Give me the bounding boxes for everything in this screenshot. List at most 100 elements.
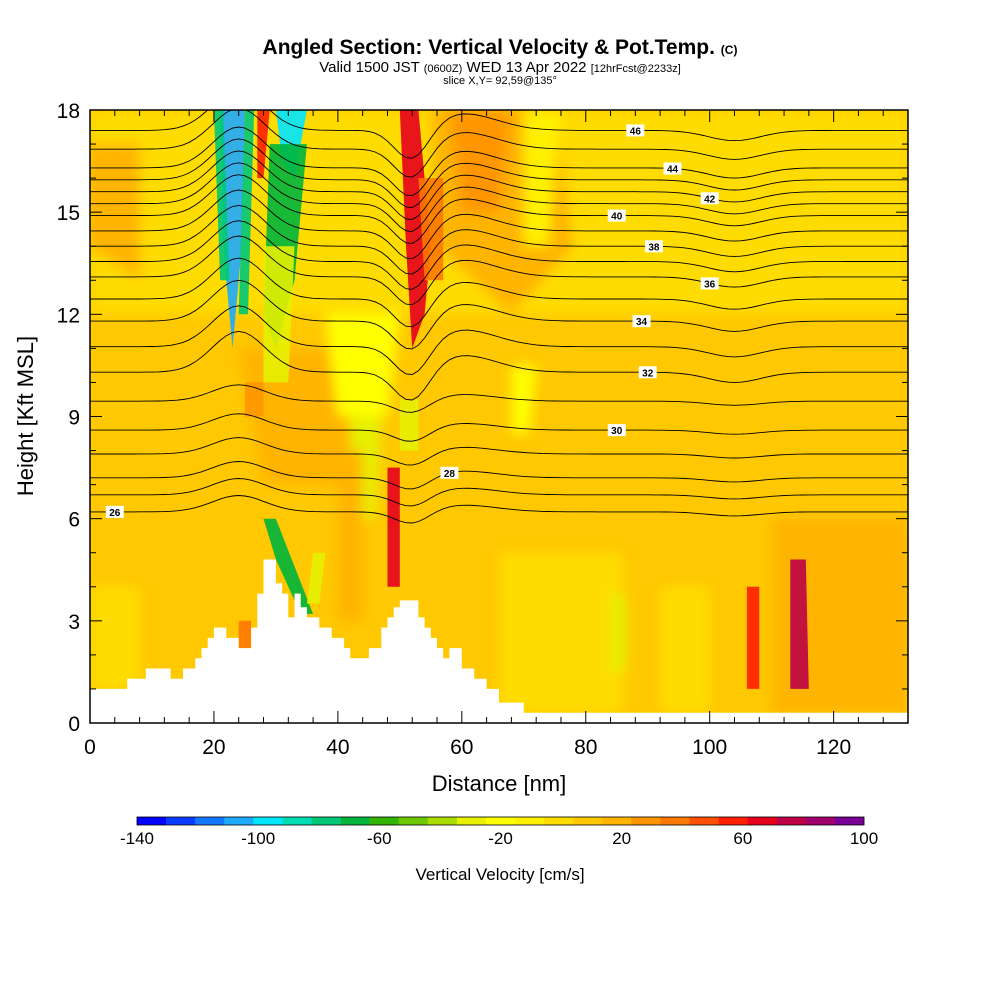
colorbar-tick-label: -140 bbox=[120, 829, 154, 848]
colorbar-tick-label: 20 bbox=[612, 829, 631, 848]
velocity-field: 26 28 30 32 34 36 38 40 42 44 46 bbox=[90, 110, 908, 723]
theta-contour-minor bbox=[90, 478, 908, 507]
contour-label-text: 44 bbox=[667, 165, 679, 176]
y-tick-label: 3 bbox=[68, 611, 80, 634]
y-axis-title: Height [Kft MSL] bbox=[13, 336, 38, 496]
colorbar-swatch bbox=[137, 817, 167, 825]
theta-contour-minor bbox=[90, 189, 908, 260]
theta-contour-minor bbox=[90, 305, 908, 375]
chart-subtitle: Valid 1500 JST (0600Z) WED 13 Apr 2022 [… bbox=[0, 59, 1000, 78]
slice-info: slice X,Y= 92,59@135° bbox=[443, 75, 557, 87]
valid-utc: (0600Z) bbox=[423, 63, 463, 75]
colorbar-swatch bbox=[340, 817, 370, 825]
colorbar-swatch bbox=[427, 817, 458, 825]
y-tick-label: 0 bbox=[68, 713, 80, 736]
colorbar-swatch bbox=[602, 817, 632, 825]
theta-contour-minor bbox=[90, 162, 908, 232]
contour-label: 46 bbox=[626, 124, 645, 137]
contour-label-text: 38 bbox=[648, 242, 660, 253]
forecast-info: [12hrFcst@2233z] bbox=[590, 63, 681, 75]
theta-contour bbox=[90, 330, 908, 401]
contour-label: 34 bbox=[632, 315, 651, 328]
colorbar-swatch bbox=[253, 817, 283, 825]
velocity-plume bbox=[213, 110, 230, 281]
theta-contour bbox=[90, 495, 908, 524]
colorbar-swatch bbox=[631, 817, 661, 825]
velocity-plume bbox=[387, 467, 400, 587]
contour-label: 42 bbox=[700, 192, 719, 205]
y-tick-label: 18 bbox=[57, 100, 80, 123]
contour-label-bg bbox=[638, 366, 657, 379]
colorbar-swatch bbox=[747, 817, 778, 825]
contour-label-bg bbox=[632, 315, 651, 328]
colorbar-swatch bbox=[369, 817, 400, 825]
colorbar-tick-label: -100 bbox=[241, 829, 275, 848]
contour-label-bg bbox=[105, 505, 124, 518]
theta-contour bbox=[90, 126, 908, 197]
theta-contour bbox=[90, 235, 908, 306]
contour-label-text: 26 bbox=[109, 508, 121, 519]
colorbar-swatch bbox=[398, 817, 429, 825]
theta-contour-minor bbox=[90, 437, 908, 466]
y-tick-label: 12 bbox=[57, 304, 80, 327]
contour-label-text: 28 bbox=[444, 469, 456, 480]
valid-prefix: Valid 1500 JST bbox=[319, 59, 420, 76]
colorbar-swatch bbox=[718, 817, 748, 825]
velocity-region bbox=[660, 586, 710, 713]
contour-label-text: 30 bbox=[611, 426, 623, 437]
colorbar-swatch bbox=[544, 817, 574, 825]
theta-contour bbox=[90, 204, 908, 275]
contour-label-text: 32 bbox=[642, 368, 654, 379]
velocity-region bbox=[610, 593, 626, 672]
y-tick-label: 9 bbox=[68, 407, 80, 430]
velocity-region bbox=[90, 586, 140, 689]
velocity-plume bbox=[399, 399, 419, 451]
theta-contour bbox=[90, 150, 908, 220]
colorbar-tick-label: 100 bbox=[850, 829, 878, 848]
colorbar-labels: -140 -100 -60 -20 20 60 100 bbox=[120, 829, 878, 848]
contour-label-bg bbox=[644, 240, 663, 253]
contour-label-bg bbox=[700, 192, 719, 205]
x-tick-label: 100 bbox=[692, 736, 727, 759]
colorbar-tick-label: -60 bbox=[367, 829, 392, 848]
theta-contour bbox=[90, 174, 908, 244]
velocity-plume bbox=[257, 110, 270, 179]
contour-label-text: 40 bbox=[611, 212, 623, 223]
contour-label: 26 bbox=[105, 505, 124, 519]
colorbar-swatch bbox=[805, 817, 836, 825]
colorbar-frame bbox=[136, 816, 865, 826]
theta-contour-minor bbox=[90, 220, 908, 290]
contour-label-bg bbox=[440, 466, 459, 479]
colorbar-swatch bbox=[195, 817, 225, 825]
colorbar-swatch bbox=[282, 817, 312, 825]
theta-contour-minor bbox=[90, 257, 908, 328]
contour-label-text: 46 bbox=[630, 126, 642, 137]
x-tick-label: 40 bbox=[326, 736, 349, 759]
y-tick-label: 6 bbox=[68, 509, 80, 532]
colorbar-tick-label: 60 bbox=[733, 829, 752, 848]
velocity-plume bbox=[263, 518, 314, 614]
colorbar-swatch bbox=[834, 817, 865, 825]
velocity-plume bbox=[746, 586, 760, 689]
theta-contour bbox=[90, 279, 908, 350]
x-axis-title: Distance [nm] bbox=[432, 771, 567, 796]
contour-label-bg bbox=[700, 277, 719, 290]
velocity-region bbox=[325, 314, 400, 417]
theta-contour-minor bbox=[90, 384, 908, 413]
title-unit-tag: (C) bbox=[720, 43, 738, 57]
x-axis: 0 20 40 60 80 100 120 bbox=[84, 110, 909, 759]
velocity-plumes bbox=[213, 110, 809, 689]
colorbar-swatch bbox=[689, 817, 719, 825]
velocity-plume bbox=[238, 620, 252, 649]
title-main: Angled Section: Vertical Velocity & Pot.… bbox=[262, 36, 715, 59]
x-tick-label: 80 bbox=[574, 736, 597, 759]
colorbar-swatch bbox=[166, 817, 196, 825]
x-tick-label: 120 bbox=[816, 736, 851, 759]
velocity-region bbox=[337, 450, 363, 621]
contour-label: 28 bbox=[440, 466, 459, 480]
colorbar-swatch bbox=[660, 817, 690, 825]
contour-label: 30 bbox=[607, 424, 626, 437]
contour-label-bg bbox=[607, 424, 626, 437]
